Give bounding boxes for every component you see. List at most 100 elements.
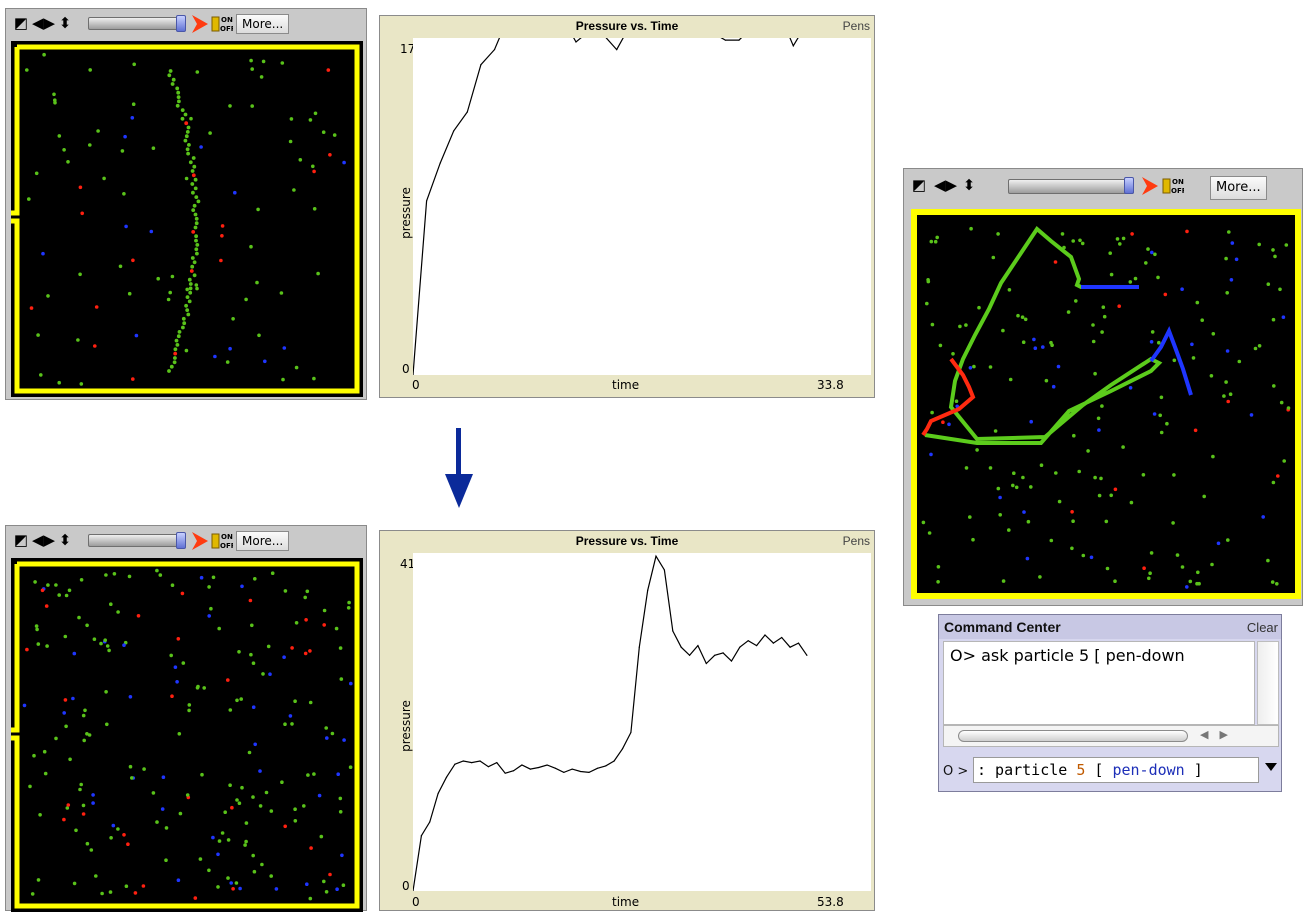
onoff-switch-icon[interactable]: ONOFF bbox=[211, 13, 233, 35]
gas-particle bbox=[91, 801, 95, 805]
pressure-data-point bbox=[605, 765, 607, 767]
more-button[interactable]: More... bbox=[236, 14, 290, 34]
gas-particle bbox=[120, 149, 125, 153]
gas-particle bbox=[1180, 565, 1185, 569]
vertical-scrollbar[interactable] bbox=[1257, 641, 1279, 725]
wave-particle bbox=[194, 247, 199, 252]
speed-slider[interactable] bbox=[88, 532, 186, 549]
world-toolbar: ◩ ◀▶ ⬍ ONOFF More... bbox=[904, 169, 1302, 200]
gas-particle bbox=[81, 713, 86, 718]
gas-particle bbox=[88, 143, 92, 147]
gas-particle bbox=[33, 580, 37, 584]
clear-button[interactable]: Clear bbox=[1246, 620, 1278, 635]
world-view[interactable] bbox=[11, 558, 363, 912]
gas-particle bbox=[309, 846, 313, 850]
gas-particle bbox=[1270, 580, 1275, 584]
gas-particle bbox=[79, 782, 83, 787]
horizontal-scrollbar[interactable]: ◀ ▶ bbox=[943, 725, 1279, 747]
agent-prompt-selector[interactable]: O > bbox=[943, 764, 969, 779]
wave-particle bbox=[191, 208, 196, 213]
world-view[interactable] bbox=[11, 41, 363, 397]
gas-particle bbox=[127, 574, 132, 579]
speed-slider-thumb[interactable] bbox=[176, 532, 186, 549]
resize-icon[interactable]: ◩ bbox=[911, 177, 927, 194]
pens-button[interactable]: Pens bbox=[842, 534, 870, 548]
gas-particle bbox=[1229, 278, 1234, 282]
speed-slider[interactable] bbox=[1008, 177, 1134, 194]
speed-slider-thumb[interactable] bbox=[176, 15, 186, 32]
red-pen-trace bbox=[921, 357, 976, 437]
gas-particle bbox=[237, 650, 241, 654]
pens-button[interactable]: Pens bbox=[842, 19, 870, 33]
scrollbar-thumb[interactable] bbox=[958, 730, 1188, 742]
gas-particle bbox=[180, 591, 185, 596]
gas-particle bbox=[1109, 493, 1113, 498]
gas-particle bbox=[123, 134, 127, 139]
horizontal-arrows-icon[interactable]: ◀▶ bbox=[32, 15, 56, 32]
gas-particle bbox=[306, 773, 310, 777]
speed-slider[interactable] bbox=[88, 15, 186, 32]
gas-particle bbox=[173, 665, 178, 669]
gas-particle bbox=[1038, 575, 1042, 579]
run-arrow-icon[interactable] bbox=[192, 15, 208, 33]
pressure-data-point bbox=[487, 766, 490, 768]
resize-icon[interactable]: ◩ bbox=[13, 532, 29, 549]
gas-particle bbox=[1060, 232, 1065, 236]
y-axis-label: pressure bbox=[399, 187, 413, 239]
more-button[interactable]: More... bbox=[1210, 176, 1267, 200]
gas-particle bbox=[1115, 237, 1120, 241]
wave-particle bbox=[187, 143, 191, 147]
gas-particle bbox=[207, 585, 211, 589]
wave-particle bbox=[181, 325, 185, 330]
vertical-arrows-icon[interactable]: ⬍ bbox=[962, 177, 976, 194]
pressure-data-point bbox=[575, 41, 577, 43]
pressure-data-point bbox=[521, 764, 523, 766]
speed-slider-thumb[interactable] bbox=[1124, 177, 1134, 194]
gas-particle bbox=[1113, 487, 1118, 492]
pressure-data-point bbox=[420, 835, 422, 837]
gas-particle bbox=[231, 317, 235, 321]
run-arrow-icon[interactable] bbox=[1142, 177, 1158, 195]
gas-particle bbox=[312, 169, 316, 174]
blue-pen-trace-2 bbox=[1149, 326, 1193, 396]
gas-particle bbox=[54, 583, 58, 587]
onoff-switch-icon[interactable]: ONOFF bbox=[1162, 175, 1184, 197]
gas-particle bbox=[936, 565, 941, 569]
more-button[interactable]: More... bbox=[236, 531, 290, 551]
dropdown-arrow-icon[interactable] bbox=[1265, 763, 1277, 771]
gas-particle bbox=[43, 771, 48, 776]
gas-particle bbox=[217, 839, 222, 843]
command-input[interactable]: : particle 5 [ pen-down ] bbox=[973, 757, 1259, 783]
onoff-switch-icon[interactable]: ONOFF bbox=[211, 530, 233, 552]
pressure-data-point bbox=[739, 646, 741, 648]
gas-particle bbox=[1051, 384, 1056, 389]
world-view[interactable] bbox=[911, 209, 1301, 599]
wave-particle bbox=[177, 99, 181, 104]
gas-particle bbox=[79, 382, 84, 386]
gas-particle bbox=[1057, 499, 1062, 504]
container-wall bbox=[11, 44, 360, 394]
gas-particle bbox=[1044, 378, 1049, 383]
gas-particle bbox=[1190, 342, 1194, 347]
horizontal-arrows-icon[interactable]: ◀▶ bbox=[32, 532, 56, 549]
vertical-arrows-icon[interactable]: ⬍ bbox=[58, 15, 72, 32]
gas-particle bbox=[1070, 510, 1074, 514]
run-arrow-icon[interactable] bbox=[192, 532, 208, 550]
resize-icon[interactable]: ◩ bbox=[13, 15, 29, 32]
horizontal-arrows-icon[interactable]: ◀▶ bbox=[934, 177, 958, 194]
gas-particle bbox=[266, 644, 271, 649]
gas-particle bbox=[184, 176, 189, 181]
gas-particle bbox=[244, 821, 249, 825]
gas-particle bbox=[158, 573, 163, 577]
gas-particle bbox=[1226, 538, 1230, 542]
gas-particle bbox=[250, 623, 254, 628]
scroll-arrows-icon[interactable]: ◀ ▶ bbox=[1200, 729, 1232, 741]
command-center-title: Command Center bbox=[944, 619, 1061, 635]
gas-particle bbox=[228, 346, 232, 351]
wave-particle bbox=[193, 212, 198, 217]
gas-particle bbox=[251, 705, 256, 709]
gas-particle bbox=[185, 793, 190, 797]
vertical-arrows-icon[interactable]: ⬍ bbox=[58, 532, 72, 549]
gas-particle bbox=[107, 648, 111, 653]
wave-particle bbox=[194, 221, 199, 226]
